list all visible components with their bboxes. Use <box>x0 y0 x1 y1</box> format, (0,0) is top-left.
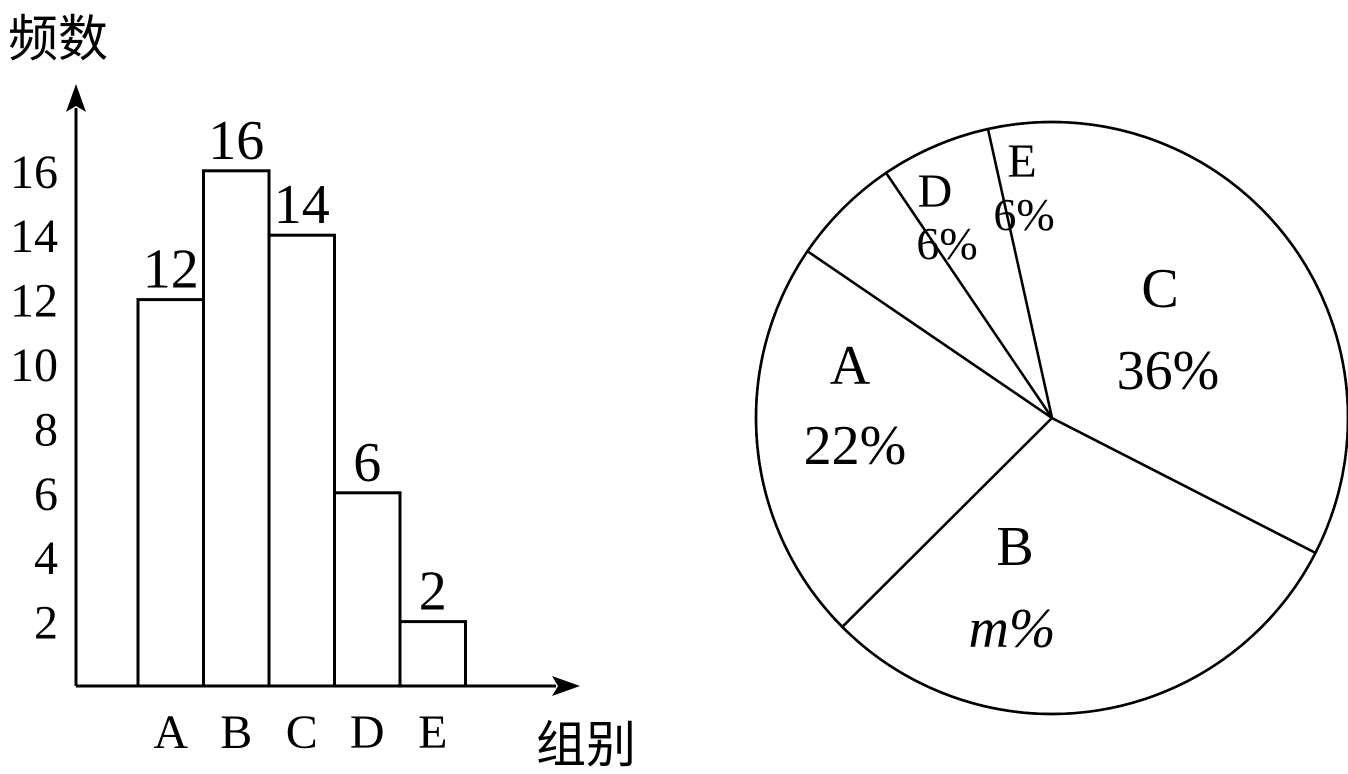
x-tick-a: A <box>153 706 188 759</box>
pie-label-d: D <box>918 165 953 218</box>
x-axis-arrow <box>552 676 580 696</box>
pie-chart: A 22% B m% C 36% E 6% D 6% <box>754 120 1348 716</box>
pie-label-a: A <box>830 335 871 397</box>
pie-label-e: E <box>1007 135 1036 188</box>
pie-percent-c: 36% <box>1117 340 1220 402</box>
bar-a <box>136 298 205 688</box>
pie-outline <box>754 120 1348 716</box>
pie-percent-d: 6% <box>916 218 977 269</box>
x-tick-c: C <box>286 706 318 759</box>
y-tick-14: 14 <box>10 210 58 263</box>
pie-label-b: B <box>996 516 1033 578</box>
pie-slices-group <box>754 120 1348 716</box>
pie-label-c: C <box>1141 258 1178 320</box>
bars-group <box>136 169 467 688</box>
bar-label-e: 2 <box>419 561 447 623</box>
bar-c <box>267 233 336 688</box>
x-tick-e: E <box>418 706 447 759</box>
y-tick-12: 12 <box>10 275 58 328</box>
x-axis-label: 组别 <box>536 716 636 774</box>
y-tick-8: 8 <box>34 403 58 456</box>
x-tick-d: D <box>350 706 385 759</box>
y-tick-10: 10 <box>10 339 58 392</box>
y-tick-16: 16 <box>10 146 58 199</box>
y-tick-labels: 2 4 6 8 10 12 14 16 <box>10 146 58 650</box>
bar-b <box>202 169 271 688</box>
pie-percent-e: 6% <box>993 189 1054 240</box>
y-axis-arrow <box>66 84 86 112</box>
bar-label-b: 16 <box>208 110 264 172</box>
y-tick-6: 6 <box>34 468 58 521</box>
bar-e <box>398 620 467 688</box>
bar-label-a: 12 <box>143 239 199 301</box>
bar-label-c: 14 <box>274 174 330 236</box>
x-tick-b: B <box>220 706 252 759</box>
bar-label-d: 6 <box>353 432 381 494</box>
y-axis-label: 频数 <box>8 10 108 68</box>
y-tick-4: 4 <box>34 532 58 585</box>
y-tick-2: 2 <box>34 597 58 650</box>
bar-d <box>333 491 402 688</box>
pie-percent-a: 22% <box>804 415 907 477</box>
pie-percent-b: m% <box>968 598 1055 660</box>
